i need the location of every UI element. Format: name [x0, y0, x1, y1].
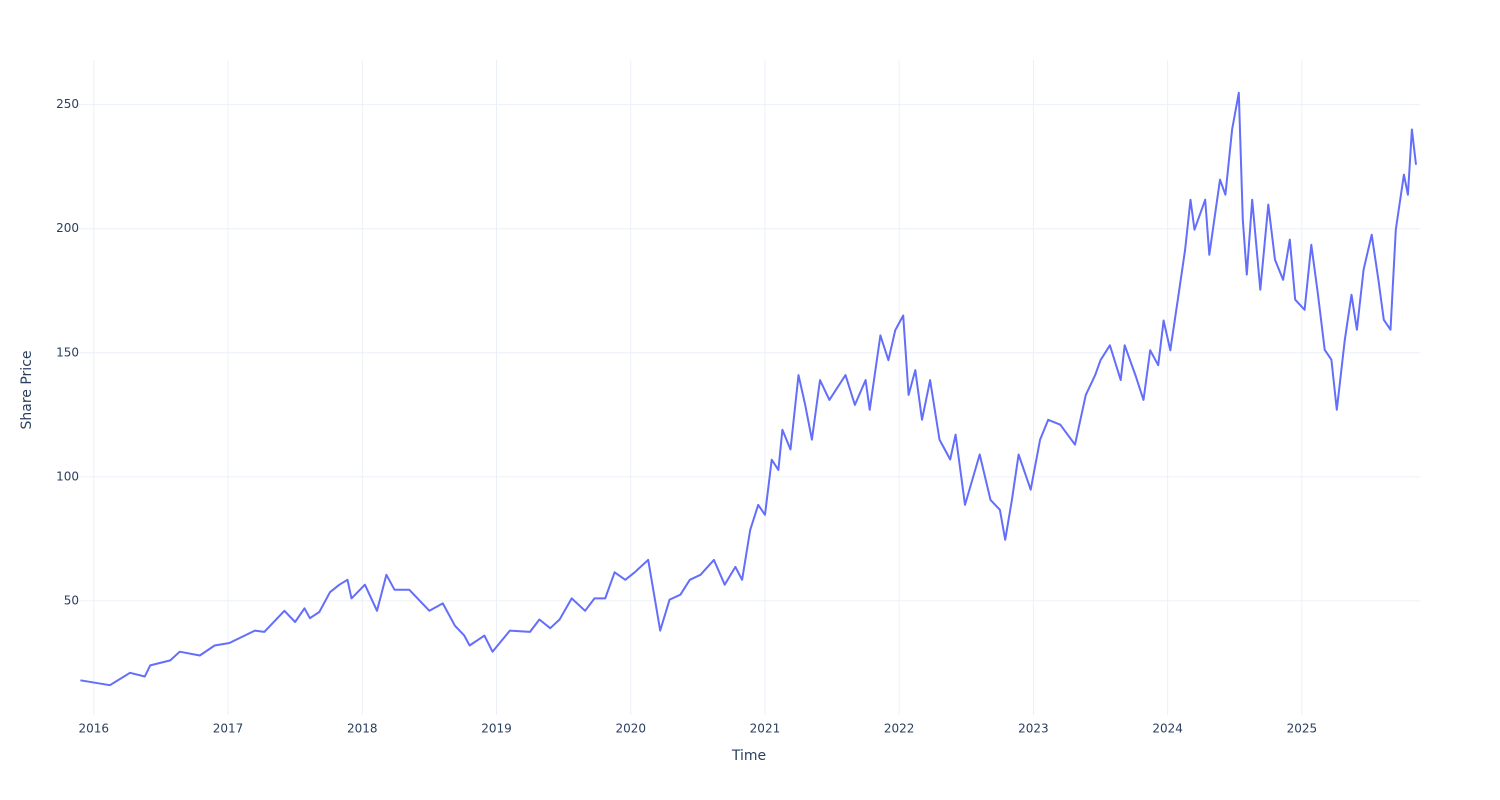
y-tick-label: 100	[56, 469, 79, 483]
x-axis-label: Time	[731, 748, 766, 764]
x-tick-label: 2016	[79, 722, 110, 736]
x-tick-label: 2022	[884, 722, 915, 736]
x-tick-label: 2023	[1018, 722, 1049, 736]
y-tick-label: 150	[56, 345, 79, 359]
x-tick-label: 2020	[615, 722, 646, 736]
y-tick-label: 50	[64, 593, 79, 607]
y-tick-label: 200	[56, 221, 79, 235]
y-axis-label: Share Price	[19, 350, 35, 429]
x-tick-label: 2025	[1287, 722, 1318, 736]
x-tick-label: 2024	[1152, 722, 1183, 736]
x-tick-label: 2018	[347, 722, 378, 736]
x-tick-label: 2017	[213, 722, 244, 736]
x-tick-label: 2019	[481, 722, 512, 736]
y-tick-label: 250	[56, 97, 79, 111]
price-line	[80, 91, 1417, 687]
x-tick-label: 2021	[750, 722, 781, 736]
